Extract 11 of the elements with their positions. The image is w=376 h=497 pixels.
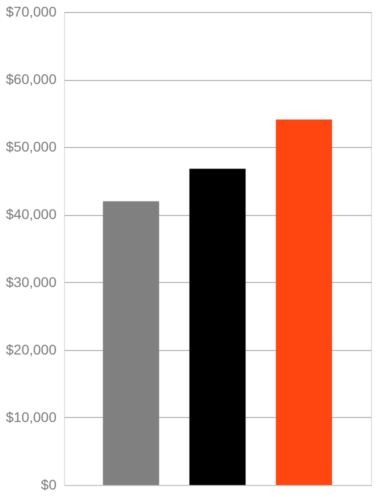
y-tick-label: $20,000 <box>6 341 57 358</box>
y-tick-label: $60,000 <box>6 71 57 88</box>
y-tick-label: $0 <box>40 476 57 492</box>
y-tick-label: $70,000 <box>6 4 57 20</box>
bar <box>102 201 160 485</box>
bar <box>276 119 332 485</box>
y-tick-label: $40,000 <box>6 206 57 222</box>
y-tick-label: $30,000 <box>6 274 57 290</box>
bar <box>189 168 246 485</box>
y-tick-label: $50,000 <box>6 138 57 155</box>
y-tick-label: $10,000 <box>6 408 57 425</box>
